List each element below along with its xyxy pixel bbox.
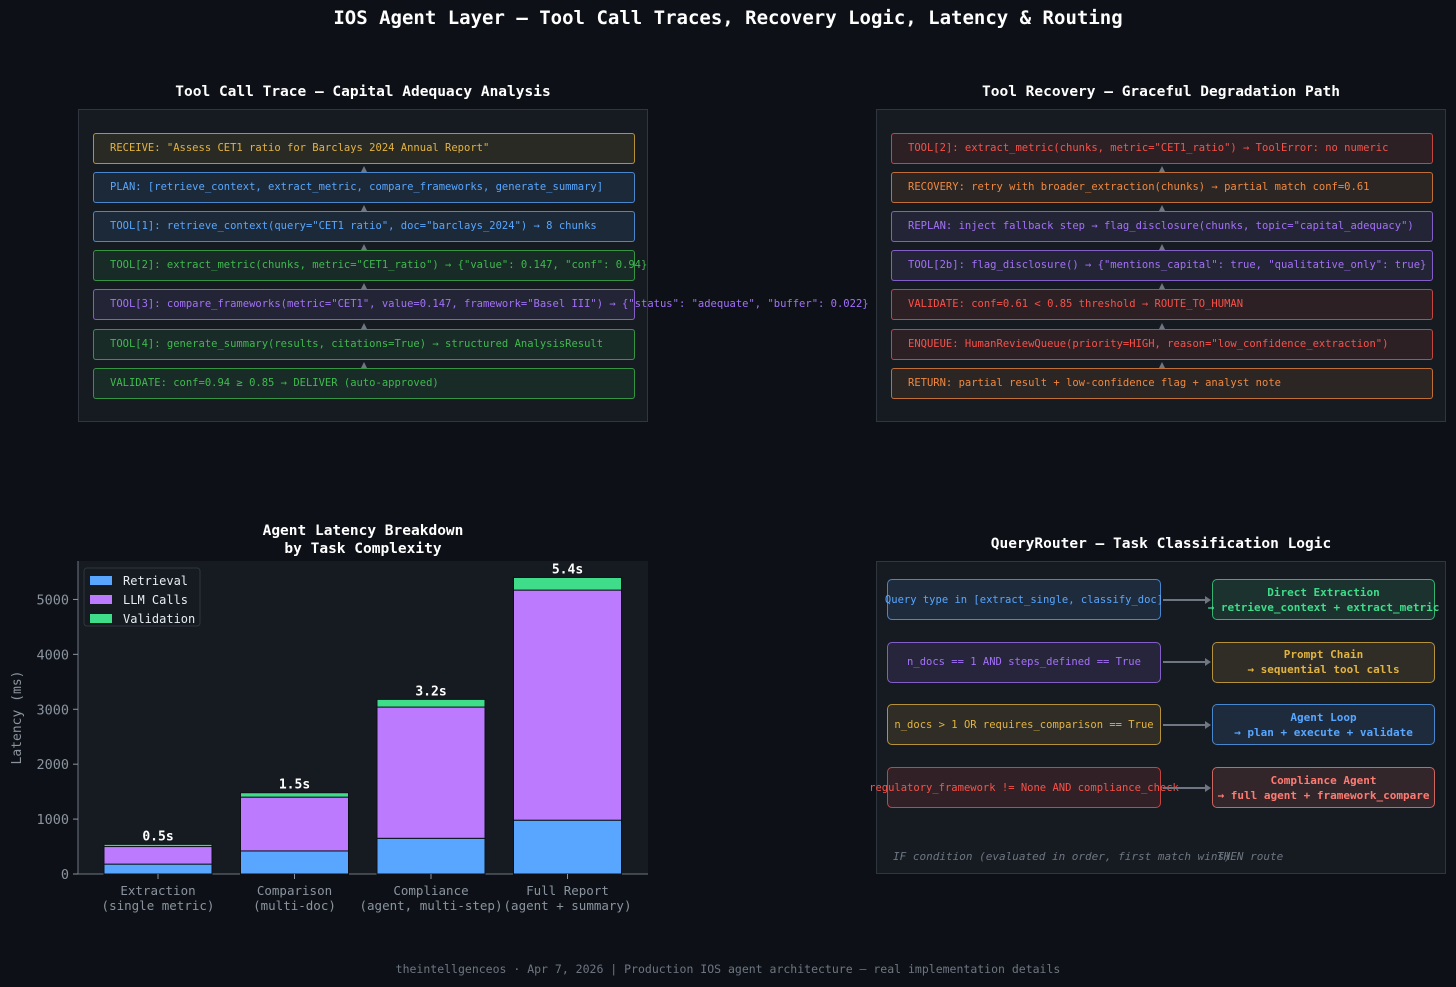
trace-flow-arrow-icon — [361, 322, 367, 329]
trace-panel: RECEIVE: "Assess CET1 ratio for Barclays… — [78, 109, 869, 422]
router-condition-box: n_docs > 1 OR requires_comparison == Tru… — [887, 704, 1161, 746]
legend-swatch — [90, 595, 112, 604]
router-route-detail: → full agent + framework_compare — [1217, 788, 1430, 802]
router-condition-box: Query type in [extract_single, classify_… — [885, 579, 1163, 620]
recovery-step: RETURN: partial result + low-confidence … — [891, 367, 1433, 399]
trace-panel-title: Tool Call Trace — Capital Adequacy Analy… — [175, 84, 551, 100]
trace-step: PLAN: [retrieve_context, extract_metric,… — [93, 172, 635, 204]
x-tick-label: Full Report — [526, 883, 609, 898]
router-route-name: Prompt Chain — [1283, 648, 1364, 662]
recovery-step: TOOL[2]: extract_metric(chunks, metric="… — [891, 133, 1433, 164]
router-condition-box: n_docs == 1 AND steps_defined == True — [887, 641, 1161, 683]
recovery-panel: TOOL[2]: extract_metric(chunks, metric="… — [876, 109, 1446, 422]
legend-box — [83, 567, 201, 627]
legend-label: LLM Calls — [123, 593, 188, 607]
router-route-name: Agent Loop — [1290, 710, 1357, 724]
bar-segment — [103, 863, 213, 875]
y-tick-label: 4000 — [36, 647, 69, 663]
bar-total-label: 0.5s — [142, 829, 173, 844]
legend-label: Validation — [123, 612, 195, 626]
trace-step: TOOL[3]: compare_frameworks(metric="CET1… — [93, 289, 869, 321]
router-route-name: Compliance Agent — [1270, 773, 1377, 787]
legend-swatch — [90, 614, 112, 623]
router-arrow-icon — [1163, 658, 1211, 667]
router-route-name: Direct Extraction — [1267, 585, 1380, 599]
bar-total-label: 1.5s — [279, 778, 310, 793]
router-panel-title: QueryRouter — Task Classification Logic — [990, 536, 1332, 552]
trace-flow-arrow-icon — [361, 361, 367, 368]
x-tick-label: Compliance — [393, 883, 468, 898]
bar-segment — [240, 792, 349, 798]
y-tick-label: 0 — [61, 867, 69, 883]
x-tick-label: Extraction — [120, 883, 195, 898]
bar-segment — [103, 843, 213, 848]
bar-segment — [240, 850, 349, 875]
bar-segment — [376, 706, 486, 839]
router-arrow-icon — [1163, 720, 1211, 729]
trace-flow-arrow-icon — [361, 283, 367, 290]
recovery-flow-arrow-icon — [1159, 283, 1165, 290]
latency-title-line1: Agent Latency Breakdown — [262, 523, 464, 539]
router-route-detail: → sequential tool calls — [1247, 663, 1400, 677]
x-tick-label: (single metric) — [102, 898, 215, 913]
main-title: IOS Agent Layer — Tool Call Traces, Reco… — [333, 7, 1123, 29]
recovery-flow-arrow-icon — [1159, 205, 1165, 212]
router-route-detail: → retrieve_context + extract_metric — [1207, 600, 1440, 614]
router-route-box: Compliance Agent → full agent + framework… — [1212, 767, 1435, 809]
bar-segment — [376, 698, 486, 708]
x-tick-label: Comparison — [257, 883, 332, 898]
recovery-step: RECOVERY: retry with broader_extraction(… — [891, 172, 1433, 204]
recovery-step: ENQUEUE: HumanReviewQueue(priority=HIGH,… — [891, 328, 1433, 360]
recovery-flow-arrow-icon — [1159, 244, 1165, 251]
router-route-box: Direct Extraction → retrieve_context + ex… — [1208, 579, 1439, 620]
bar-segment — [513, 576, 622, 591]
router-route-box: Prompt Chain → sequential tool calls — [1212, 641, 1435, 683]
latency-chart-title: Agent Latency Breakdown by Task Complexi… — [78, 522, 648, 558]
y-tick-label: 2000 — [36, 757, 69, 773]
trace-step: TOOL[2]: extract_metric(chunks, metric="… — [93, 250, 647, 282]
router-arrow-icon — [1163, 595, 1211, 604]
recovery-flow-arrow-icon — [1159, 166, 1165, 173]
recovery-step: TOOL[2b]: flag_disclosure() → {"mentions… — [891, 250, 1433, 282]
footer: theintellgenceos · Apr 7, 2026 | Product… — [395, 962, 1061, 976]
recovery-step: VALIDATE: conf=0.61 < 0.85 threshold → R… — [891, 289, 1433, 321]
bar-total-label: 5.4s — [552, 562, 583, 577]
trace-step: TOOL[1]: retrieve_context(query="CET1 ra… — [93, 211, 635, 243]
router-panel: Query type in [extract_single, classify_… — [869, 561, 1446, 874]
trace-flow-arrow-icon — [361, 244, 367, 251]
router-arrow-icon — [1163, 783, 1211, 792]
bar-segment — [376, 837, 486, 875]
router-note-route: THEN route — [1217, 850, 1284, 863]
recovery-flow-arrow-icon — [1159, 361, 1165, 368]
legend-label: Retrieval — [123, 574, 188, 588]
recovery-panel-title: Tool Recovery — Graceful Degradation Pat… — [982, 84, 1340, 100]
trace-flow-arrow-icon — [361, 205, 367, 212]
bar-segment — [240, 796, 349, 852]
recovery-step: REPLAN: inject fallback step → flag_disc… — [891, 211, 1433, 243]
router-route-box: Agent Loop → plan + execute + validate — [1212, 704, 1435, 746]
x-tick-label: (agent, multi-step) — [360, 898, 503, 913]
trace-flow-arrow-icon — [361, 166, 367, 173]
trace-step: VALIDATE: conf=0.94 ≥ 0.85 → DELIVER (au… — [93, 367, 635, 399]
y-tick-label: 1000 — [36, 812, 69, 828]
trace-step: TOOL[4]: generate_summary(results, citat… — [93, 328, 635, 360]
router-note-condition: IF condition (evaluated in order, first … — [893, 850, 1231, 863]
bar-segment — [513, 819, 622, 875]
recovery-flow-arrow-icon — [1159, 322, 1165, 329]
router-condition-box: regulatory_framework != None AND complia… — [869, 767, 1179, 809]
bar-segment — [103, 846, 213, 865]
x-tick-label: (multi-doc) — [253, 898, 336, 913]
latency-title-line2: by Task Complexity — [284, 541, 442, 557]
y-tick-label: 5000 — [36, 592, 69, 608]
y-tick-label: 3000 — [36, 702, 69, 718]
router-route-detail: → plan + execute + validate — [1234, 725, 1413, 739]
legend-swatch — [90, 576, 112, 585]
bar-total-label: 3.2s — [415, 684, 446, 699]
trace-step: RECEIVE: "Assess CET1 ratio for Barclays… — [93, 133, 635, 164]
bar-segment — [513, 589, 622, 821]
latency-chart: 0 1000 2000 3000 4000 5000 Latency (ms) 0.5s Ext… — [10, 561, 648, 913]
x-tick-label: (agent + summary) — [504, 898, 632, 913]
y-axis-label: Latency (ms) — [10, 671, 25, 765]
